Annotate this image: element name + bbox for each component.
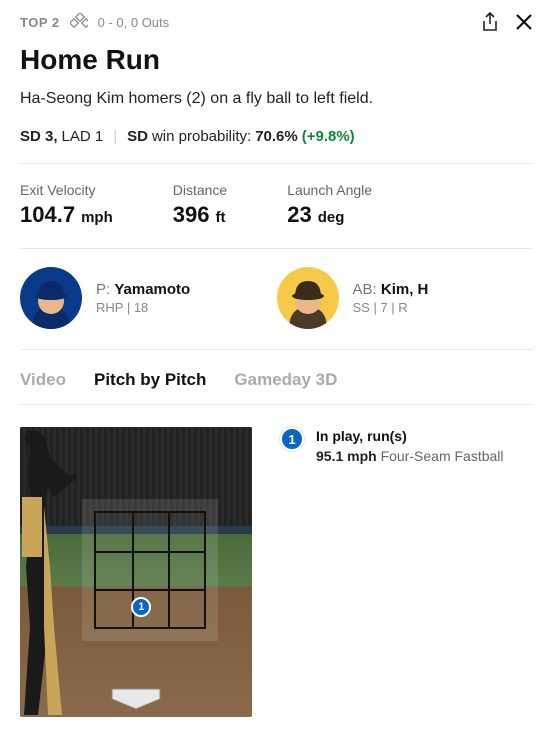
pitcher-block[interactable]: P: Yamamoto RHP | 18	[20, 267, 277, 329]
metric-unit: ft	[215, 209, 225, 226]
batter-block[interactable]: AB: Kim, H SS | 7 | R	[277, 267, 534, 329]
pitch-item[interactable]: 1 In play, run(s) 95.1 mph Four-Seam Fas…	[280, 427, 533, 466]
separator: |	[113, 128, 117, 145]
score-leading: SD 3,	[20, 128, 58, 145]
winprob-delta: (+9.8%)	[302, 128, 355, 145]
top-bar: TOP 2 0 - 0, 0 Outs	[20, 12, 533, 32]
metric-value: 104.7	[20, 202, 75, 228]
tab-pitch-by-pitch[interactable]: Pitch by Pitch	[94, 370, 206, 390]
count-outs: 0 - 0, 0 Outs	[98, 15, 170, 30]
metric-label: Distance	[173, 182, 227, 198]
metric-value: 23	[287, 202, 311, 228]
pitch-type: Four-Seam Fastball	[381, 448, 504, 464]
batter-name: Kim, H	[381, 281, 429, 298]
metric-distance: Distance 396 ft	[173, 182, 227, 228]
batter-meta: SS | 7 | R	[353, 300, 429, 315]
metric-launch-angle: Launch Angle 23 deg	[287, 182, 372, 228]
strike-zone: 1	[94, 511, 206, 629]
metric-label: Launch Angle	[287, 182, 372, 198]
pitcher-role: P:	[96, 281, 110, 298]
tabs: Video Pitch by Pitch Gameday 3D	[20, 370, 533, 405]
home-plate-icon	[106, 687, 166, 711]
inning-label: TOP 2	[20, 15, 60, 30]
winprob-label: win probability:	[152, 128, 251, 145]
batter-avatar	[277, 267, 339, 329]
winprob-value: 70.6%	[255, 128, 298, 145]
metric-value: 396	[173, 202, 210, 228]
pitch-result: In play, run(s)	[316, 427, 504, 447]
pitcher-name: Yamamoto	[114, 281, 190, 298]
score-row: SD 3, LAD 1 | SD win probability: 70.6% …	[20, 128, 533, 164]
share-icon[interactable]	[481, 12, 499, 32]
metric-unit: mph	[81, 209, 113, 226]
pitch-number-badge: 1	[280, 427, 304, 451]
pitch-marker-1[interactable]: 1	[131, 597, 151, 617]
batter-silhouette	[20, 427, 78, 717]
tab-gameday-3d[interactable]: Gameday 3D	[234, 370, 337, 390]
winprob-team: SD	[127, 128, 148, 145]
pitcher-avatar	[20, 267, 82, 329]
play-title: Home Run	[20, 44, 533, 76]
pitcher-meta: RHP | 18	[96, 300, 190, 315]
play-description: Ha-Seong Kim homers (2) on a fly ball to…	[20, 88, 533, 110]
close-icon[interactable]	[515, 13, 533, 31]
pitch-list: 1 In play, run(s) 95.1 mph Four-Seam Fas…	[280, 427, 533, 717]
pitch-by-pitch-content: 1 1 In play, run(s) 95.1 mph Four-Seam F…	[20, 427, 533, 717]
score-trailing: LAD 1	[62, 128, 104, 145]
players-row: P: Yamamoto RHP | 18 AB: Kim, H	[20, 267, 533, 350]
pitch-speed: 95.1 mph	[316, 448, 377, 464]
metric-label: Exit Velocity	[20, 182, 113, 198]
metric-unit: deg	[318, 209, 345, 226]
pitch-visualization[interactable]: 1	[20, 427, 252, 717]
tab-video[interactable]: Video	[20, 370, 66, 390]
batter-role: AB:	[353, 281, 377, 298]
bases-icon	[70, 13, 88, 31]
metrics-row: Exit Velocity 104.7 mph Distance 396 ft …	[20, 182, 533, 249]
metric-exit-velocity: Exit Velocity 104.7 mph	[20, 182, 113, 228]
